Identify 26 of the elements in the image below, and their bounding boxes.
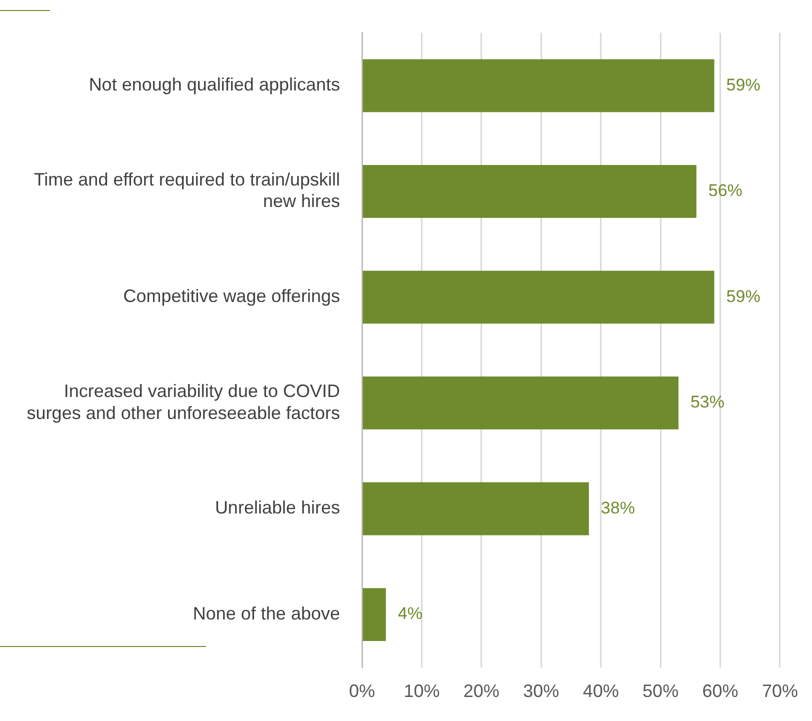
bar [362,376,678,430]
bar [362,270,714,324]
x-tick-label: 40% [582,681,619,702]
x-tick-label: 30% [523,681,560,702]
x-tick-label: 70% [762,681,798,702]
bar [362,59,714,112]
data-label: 4% [398,604,422,624]
y-tick-label: Unreliable hires [214,498,340,518]
data-label: 53% [690,392,725,412]
bar [362,482,589,536]
x-tick-label: 20% [463,681,500,702]
y-tick-label: None of the above [192,603,340,624]
x-tick-label: 0% [348,681,376,702]
x-tick-label: 10% [404,681,440,702]
data-label: 59% [726,286,760,306]
y-tick-label: Time and effort required to train/upskill new hires [34,170,340,212]
y-tick-label: Increased variability due to COVID surges and other unforeseeable factors [26,381,340,423]
x-tick-label: 60% [702,681,738,702]
x-tick-label: 50% [642,681,679,702]
y-tick-label: Competitive wage offerings [123,286,340,306]
bar [362,165,696,218]
bar [362,588,386,641]
data-label: 38% [600,498,635,518]
y-tick-label: Not enough qualified applicants [88,74,340,95]
data-label: 59% [726,75,760,94]
data-label: 56% [708,181,742,200]
